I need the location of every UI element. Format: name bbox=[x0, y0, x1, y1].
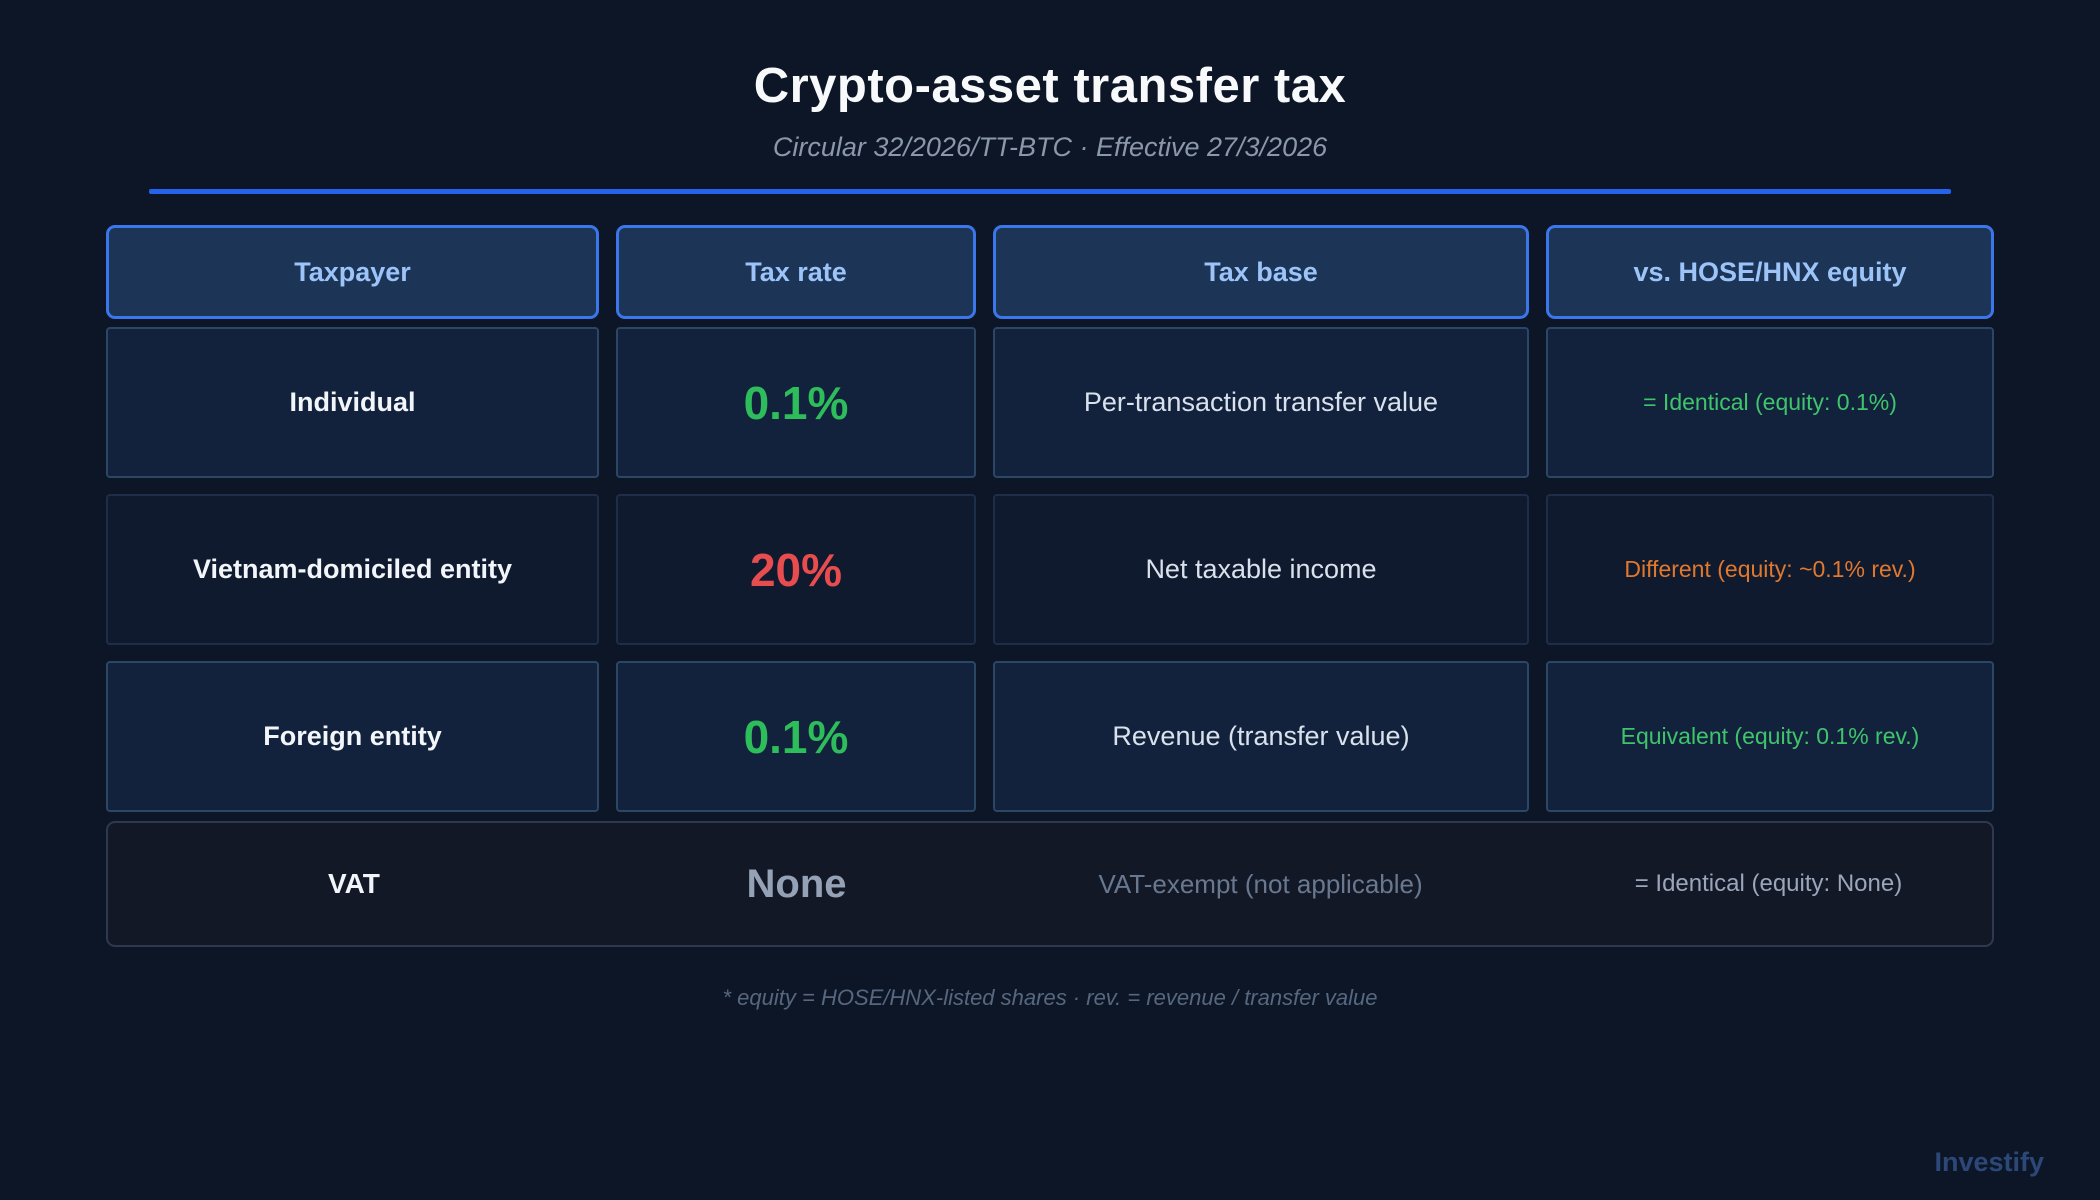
tax-base-cell: Revenue (transfer value) bbox=[993, 661, 1529, 813]
equity-comparison-cell: Different (equity: ~0.1% rev.) bbox=[1546, 494, 1994, 646]
tax-rate-cell: 0.1% bbox=[616, 661, 976, 813]
tax-base-cell: Net taxable income bbox=[993, 494, 1529, 646]
page-subtitle: Circular 32/2026/TT-BTC · Effective 27/3… bbox=[772, 132, 1328, 163]
taxpayer-cell: Individual bbox=[106, 327, 599, 479]
tax-rate-cell: 0.1% bbox=[616, 327, 976, 479]
tax-rate-cell: 20% bbox=[616, 494, 976, 646]
vat-comparison-cell: = Identical (equity: None) bbox=[1634, 870, 1903, 898]
table-body: Individual 0.1% Per-transaction transfer v… bbox=[106, 327, 1994, 813]
table-header-row: Taxpayer Tax rate Tax base vs. HOSE/HNX … bbox=[106, 225, 1994, 320]
footnote: * equity = HOSE/HNX-listed shares · rev.… bbox=[722, 985, 1378, 1011]
vat-row: VAT None VAT-exempt (not applicable) = I… bbox=[106, 821, 1994, 948]
column-header-taxpayer: Taxpayer bbox=[106, 225, 599, 320]
equity-comparison-cell: = Identical (equity: 0.1%) bbox=[1546, 327, 1994, 479]
vat-base-cell: VAT-exempt (not applicable) bbox=[1098, 868, 1423, 899]
column-header-tax-rate: Tax rate bbox=[616, 225, 976, 320]
taxpayer-cell: Vietnam-domiciled entity bbox=[106, 494, 599, 646]
taxpayer-cell: Foreign entity bbox=[106, 661, 599, 813]
tax-table: Taxpayer Tax rate Tax base vs. HOSE/HNX … bbox=[106, 225, 1994, 948]
title-divider bbox=[149, 189, 1951, 195]
tax-base-cell: Per-transaction transfer value bbox=[993, 327, 1529, 479]
vat-taxpayer-cell: VAT bbox=[328, 868, 380, 900]
page-title: Crypto-asset transfer tax bbox=[753, 59, 1347, 113]
equity-comparison-cell: Equivalent (equity: 0.1% rev.) bbox=[1546, 661, 1994, 813]
column-header-equity-comparison: vs. HOSE/HNX equity bbox=[1546, 225, 1994, 320]
watermark-investify: Investify bbox=[1934, 1147, 2044, 1177]
column-header-tax-base: Tax base bbox=[993, 225, 1529, 320]
vat-rate-cell: None bbox=[746, 861, 847, 906]
